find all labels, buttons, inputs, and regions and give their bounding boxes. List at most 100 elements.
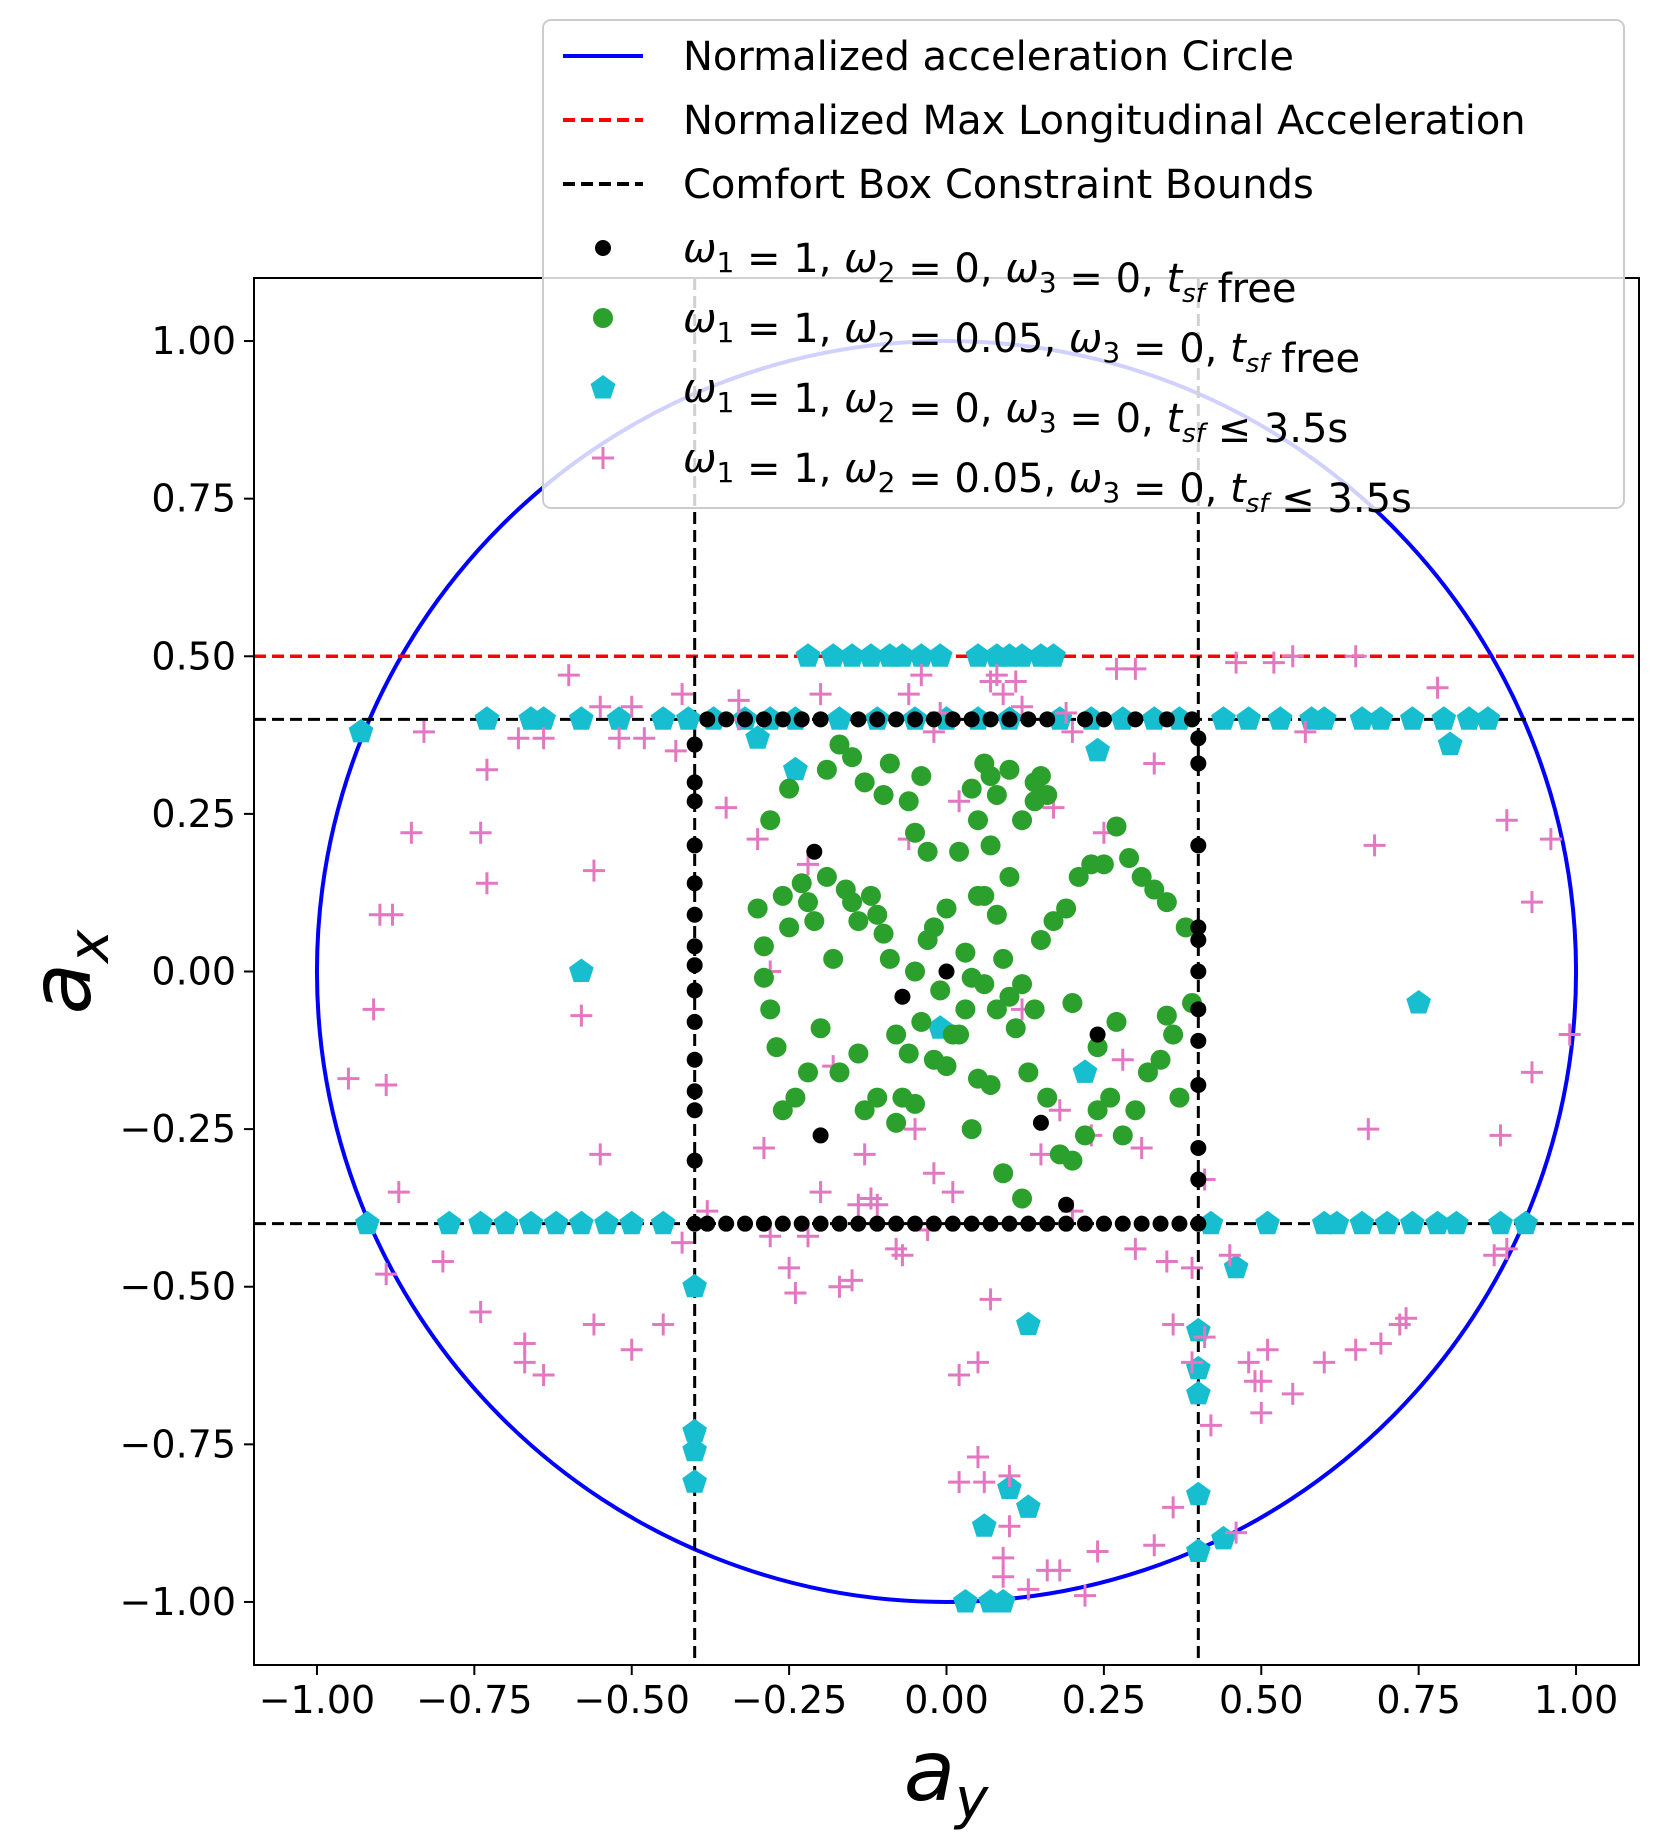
point-black-73 [1190, 1076, 1207, 1093]
point-black-61 [686, 1051, 703, 1068]
point-green-48 [1043, 911, 1064, 932]
legend-label-5-part-4: = 0, [895, 386, 1005, 432]
point-black-80 [812, 1127, 829, 1144]
point-green-5 [772, 885, 793, 906]
point-pink-113 [1256, 1338, 1279, 1361]
point-pink-118 [1294, 720, 1317, 743]
point-pink-47 [841, 1269, 864, 1292]
point-green-26 [905, 961, 926, 982]
point-cyan-41 [1311, 706, 1337, 730]
point-green-95 [980, 1074, 1001, 1095]
point-cyan-43 [1368, 706, 1394, 730]
y-tick-label-8: 1.00 [151, 319, 236, 363]
legend-handle-4 [593, 308, 613, 328]
point-green-8 [791, 873, 812, 894]
point-green-68 [1169, 1087, 1190, 1108]
point-pink-131 [1495, 809, 1518, 832]
point-green-107 [1062, 993, 1083, 1014]
point-black-32 [774, 711, 791, 728]
legend-label-5-part-5-sub: 3 [1039, 406, 1057, 439]
point-pink-62 [941, 1181, 964, 1204]
point-green-97 [905, 1093, 926, 1114]
point-black-13 [925, 1215, 942, 1232]
point-pink-139 [1218, 1244, 1241, 1267]
point-pink-73 [998, 1515, 1021, 1538]
x-tick-label-5: 0.25 [1062, 1678, 1147, 1722]
point-green-60 [1119, 848, 1140, 869]
point-pink-19 [570, 1004, 593, 1027]
point-pink-65 [948, 1471, 971, 1494]
point-pink-66 [966, 1351, 989, 1374]
point-cyan-11 [1009, 643, 1035, 667]
legend-label-5-part-5-sym: ω [1005, 386, 1039, 432]
x-tick-label-2: −0.50 [574, 1678, 690, 1722]
point-black-20 [1058, 1215, 1075, 1232]
point-black-46 [1077, 711, 1093, 728]
point-black-67 [1190, 837, 1207, 854]
point-green-69 [1175, 917, 1196, 938]
point-green-20 [867, 904, 888, 925]
point-cyan-1 [820, 643, 846, 667]
point-cyan-44 [1400, 706, 1425, 730]
y-tick-label-3: −0.25 [120, 1107, 236, 1151]
point-cyan-73 [569, 958, 594, 982]
point-black-78 [894, 988, 911, 1005]
point-green-81 [911, 766, 932, 787]
point-pink-33 [727, 689, 750, 712]
point-black-49 [1158, 711, 1175, 728]
legend-label-6-part-5-sym: ω [1069, 456, 1103, 502]
point-pink-15 [513, 1332, 536, 1355]
x-axis-title-subscript: y [953, 1767, 989, 1832]
point-pink-30 [671, 1231, 694, 1254]
legend-label-6-part-6: = 0, [1120, 466, 1230, 512]
point-green-72 [842, 747, 863, 768]
series-cyan [348, 643, 1538, 1613]
point-pink-32 [715, 796, 738, 819]
point-pink-27 [620, 1338, 643, 1361]
legend-label-6-part-5-sub: 3 [1102, 476, 1120, 509]
point-pink-43 [809, 1181, 832, 1204]
point-black-8 [831, 1215, 848, 1232]
legend-label-4-part-3-sym: ω [844, 306, 878, 352]
point-pink-29 [671, 683, 694, 706]
point-pink-96 [1124, 1237, 1147, 1260]
point-pink-126 [1395, 1307, 1418, 1330]
point-black-47 [1095, 711, 1112, 728]
y-tick-label-2: −0.50 [120, 1265, 236, 1309]
legend-label-5-part-3-sub: 2 [878, 396, 896, 429]
point-green-76 [873, 784, 894, 805]
x-tick-label-4: 0.00 [904, 1678, 989, 1722]
point-pink-129 [1489, 1124, 1512, 1147]
point-cyan-21 [676, 706, 701, 730]
point-black-35 [850, 711, 867, 728]
point-green-55 [1087, 1100, 1108, 1121]
point-green-9 [798, 892, 818, 913]
point-green-100 [848, 1043, 869, 1064]
point-pink-115 [1262, 651, 1285, 674]
legend-label-3-part-2: = 1, [734, 236, 844, 282]
point-black-22 [1095, 1215, 1112, 1232]
point-green-102 [772, 1100, 793, 1121]
point-black-54 [686, 837, 703, 854]
point-pink-9 [431, 1250, 454, 1273]
point-pink-93 [1105, 657, 1128, 680]
point-pink-89 [1074, 1584, 1096, 1607]
point-pink-120 [1344, 1338, 1367, 1361]
point-black-53 [686, 793, 703, 810]
point-green-58 [1106, 816, 1127, 837]
point-green-103 [986, 999, 1007, 1020]
point-green-14 [829, 1062, 850, 1083]
point-cyan-60 [619, 1210, 645, 1235]
point-cyan-57 [543, 1210, 569, 1235]
point-green-59 [1112, 1125, 1133, 1146]
point-green-94 [1012, 1188, 1033, 1209]
point-green-108 [1106, 1011, 1127, 1032]
legend-box [542, 19, 1625, 509]
point-pink-51 [859, 1187, 882, 1210]
point-cyan-68 [1400, 1210, 1425, 1235]
legend-label-3: ω1 = 1, ω2 = 0, ω3 = 0, tsf free [683, 226, 1296, 312]
point-black-2 [718, 1215, 735, 1232]
point-black-38 [907, 711, 924, 728]
point-pink-14 [507, 727, 530, 750]
point-pink-137 [985, 664, 1008, 687]
